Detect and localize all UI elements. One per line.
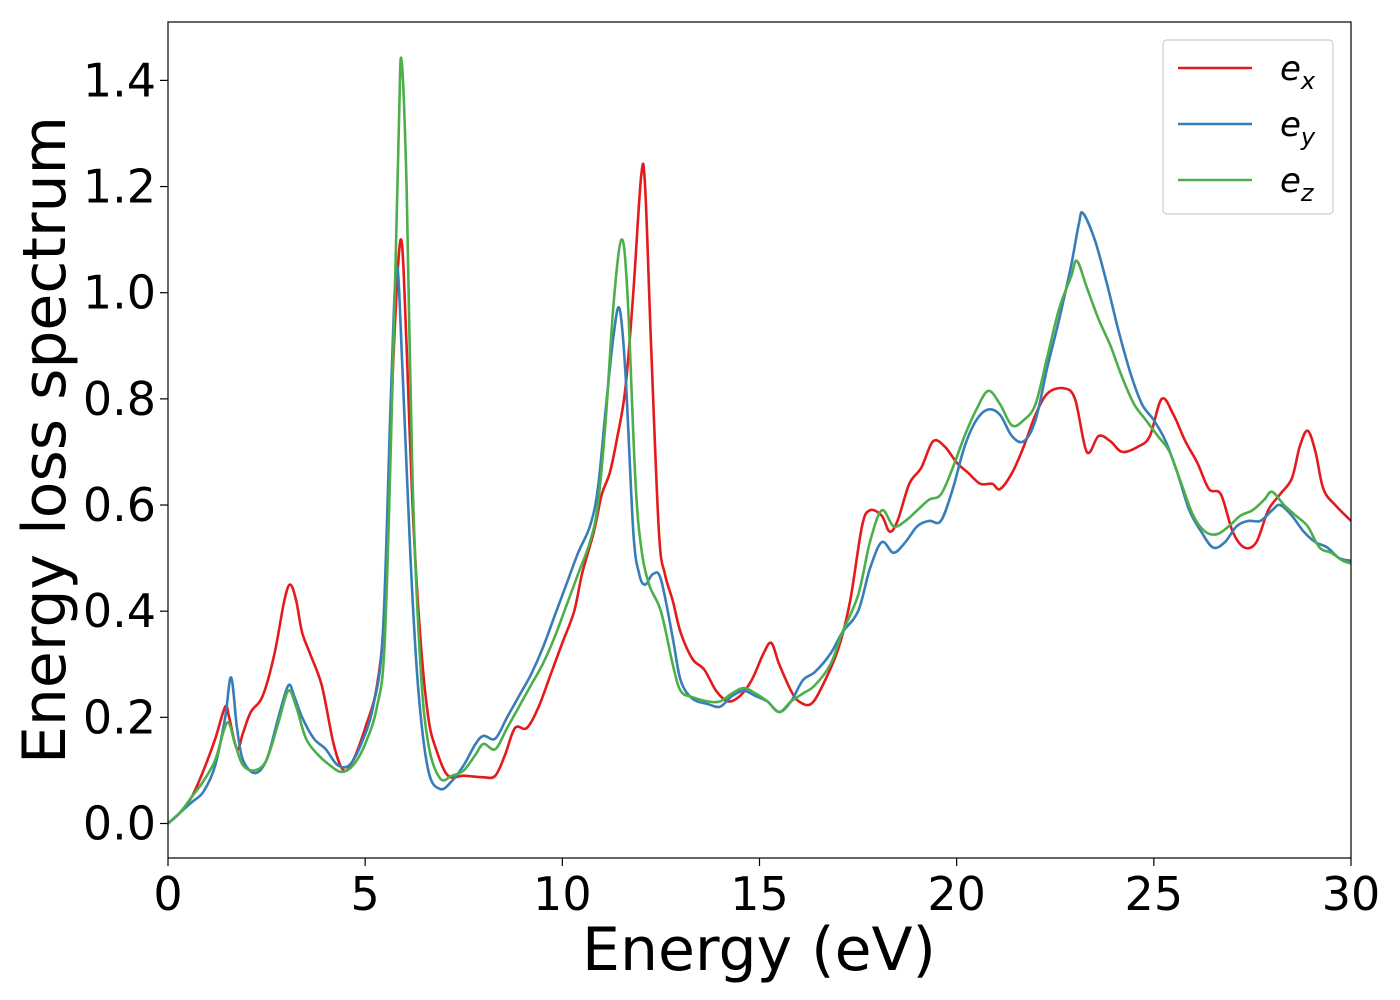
x-tick-label: 15	[730, 867, 789, 921]
series-line-y	[168, 211, 1351, 825]
x-tick-label: 25	[1125, 867, 1184, 921]
x-tick-label: 5	[351, 867, 380, 921]
x-tick-label: 0	[153, 867, 182, 921]
y-tick-label: 0.6	[83, 478, 156, 532]
y-axis: 0.0 0.2 0.4 0.6 0.8 1.0 1.2 1.4	[83, 53, 168, 850]
y-tick-label: 1.2	[83, 160, 156, 214]
y-tick-label: 1.0	[83, 266, 156, 320]
y-tick-label: 0.2	[83, 690, 156, 744]
x-axis-label: Energy (eV)	[582, 915, 936, 985]
legend-box	[1162, 39, 1334, 215]
y-tick-label: 0.8	[83, 372, 156, 426]
series-layer	[168, 56, 1351, 825]
y-tick-label: 0.0	[83, 796, 156, 850]
series-line-z	[168, 56, 1351, 825]
x-tick-label: 10	[533, 867, 592, 921]
y-axis-label: Energy loss spectrum	[10, 116, 80, 764]
y-tick-label: 0.4	[83, 584, 156, 638]
x-tick-label: 20	[927, 867, 986, 921]
y-tick-label: 1.4	[83, 53, 156, 107]
x-tick-label: 30	[1322, 867, 1381, 921]
series-line-x	[168, 162, 1351, 825]
x-axis: 0 5 10 15 20 25 30	[153, 858, 1380, 921]
